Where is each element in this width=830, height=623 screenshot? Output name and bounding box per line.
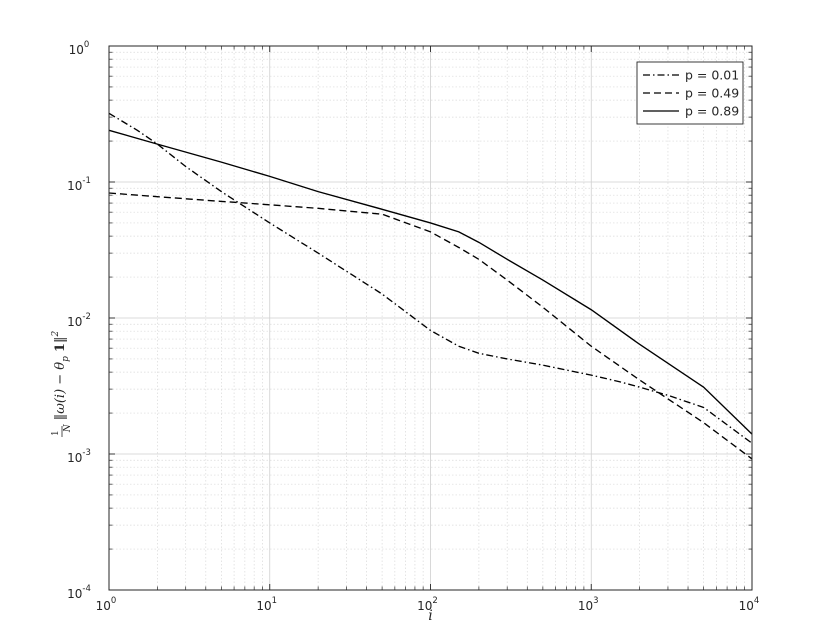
y-tick-label: 10-2 [67, 312, 91, 329]
y-tick-label: 10-3 [67, 448, 91, 465]
series-line-3 [108, 129, 753, 435]
legend-entry: p = 0.49 [685, 86, 739, 101]
y-label-body: ‖ω(i) − θ [53, 362, 68, 421]
x-tick-label: 102 [417, 596, 438, 613]
y-tick-label: 10-1 [67, 176, 91, 193]
svg-text:1 N‖ω(i) − θp1‖2: 1 N‖ω(i) − θp1‖2 [47, 331, 73, 436]
series-lines [108, 112, 753, 460]
y-label-frac-den: N [63, 423, 73, 433]
y-label-sub: p [61, 356, 71, 362]
x-tick-label: 101 [256, 596, 277, 613]
x-tick-label: 103 [578, 596, 599, 613]
series-line-1 [108, 112, 753, 444]
x-tick-label: 100 [96, 596, 117, 613]
y-tick-label: 100 [69, 40, 90, 57]
x-tick-label: 104 [739, 596, 760, 613]
y-label-bold: 1 [53, 343, 68, 352]
x-axis-label: i [428, 608, 432, 623]
series-line-2 [108, 192, 753, 460]
tick-marks [108, 45, 753, 591]
y-label-sup: 2 [51, 331, 61, 338]
y-tick-label: 10-4 [67, 584, 91, 601]
legend: p = 0.01 p = 0.49 p = 0.89 [636, 61, 744, 125]
legend-entry: p = 0.89 [685, 104, 739, 119]
y-axis-label: 1 N‖ω(i) − θp1‖2 [47, 331, 73, 437]
legend-entry: p = 0.01 [685, 68, 739, 83]
tick-labels: 100 101 102 103 104 10-4 10-3 10-2 10-1 100 [67, 40, 759, 613]
y-label-frac-num: 1 [51, 430, 61, 436]
y-label-tail: ‖ [53, 337, 68, 344]
